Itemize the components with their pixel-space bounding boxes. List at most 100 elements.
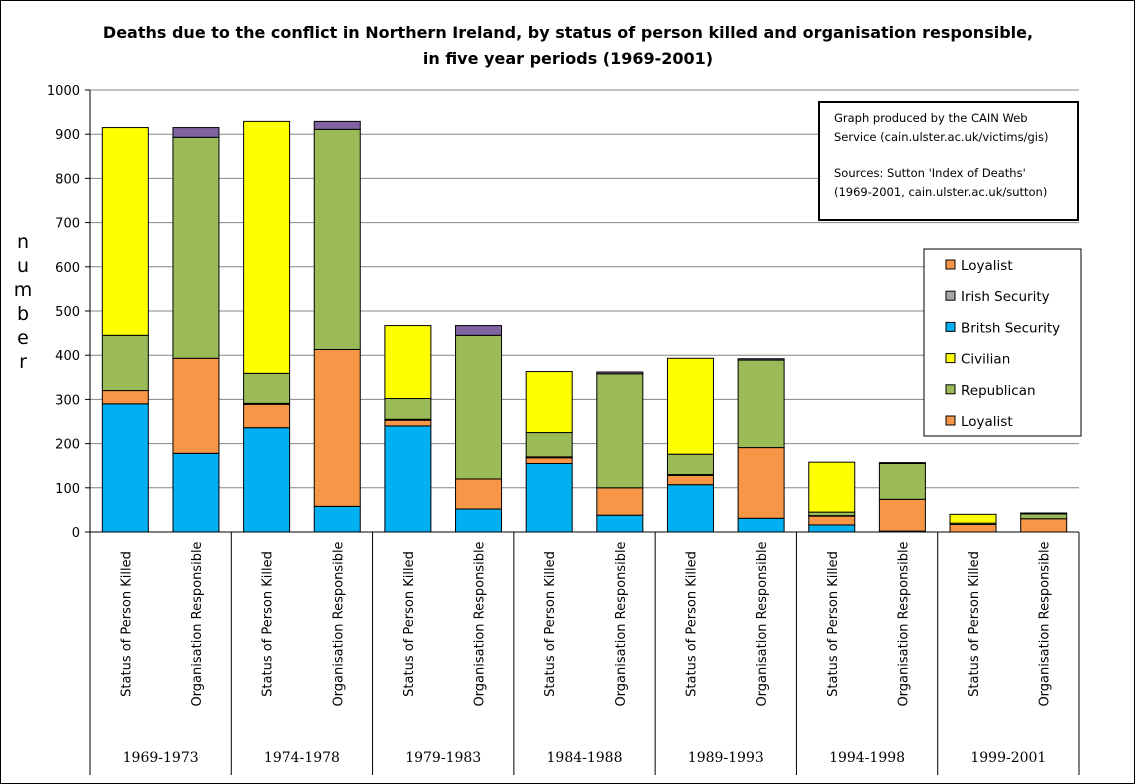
y-label-letter: r (19, 351, 27, 373)
bar-stack (666, 357, 714, 533)
y-label-letter: m (14, 279, 33, 301)
chart-title-line-2: in five year periods (1969-2001) (423, 49, 713, 68)
bar-segment-civilian (666, 357, 714, 455)
bar-segment-british-security (525, 462, 573, 533)
x-category-label: Status of Person Killed (543, 551, 558, 697)
source-annotation: Graph produced by the CAIN Web Service (… (818, 101, 1079, 221)
bar-segment-civilian (243, 120, 291, 374)
bar-stack (1020, 512, 1068, 533)
y-label-letter: n (17, 231, 29, 253)
y-label-letter: e (17, 327, 29, 349)
bar-segment-republican (666, 453, 714, 476)
bar-segment-british-security (172, 452, 220, 533)
bar-segment-other (1020, 512, 1068, 515)
bars (101, 120, 1068, 533)
legend-swatch (945, 353, 956, 364)
bar-segment-republican (384, 398, 432, 420)
bar-segment-british-security (737, 517, 785, 533)
bar-segment-republican (101, 334, 149, 392)
bar-segment-other (737, 358, 785, 361)
bar-segment-republican (455, 334, 503, 480)
y-tick-label: 300 (55, 393, 80, 408)
annotation-line: (1969-2001, cain.ulster.ac.uk/sutton) (834, 185, 1047, 199)
annotation-line: Graph produced by the CAIN Web (834, 111, 1028, 125)
bar-segment-loyalist (455, 478, 503, 510)
bar-segment-british-security (596, 514, 644, 533)
bar-segment-republican (737, 359, 785, 449)
legend-label: Irish Security (961, 289, 1050, 305)
bar-stack (737, 358, 785, 533)
period-label: 1994-1998 (829, 750, 905, 766)
y-label-letter: b (17, 303, 29, 325)
y-tick-label: 0 (72, 526, 80, 541)
y-tick-label: 700 (55, 217, 80, 232)
bar-segment-other (172, 127, 220, 138)
period-label: 1974-1978 (264, 750, 340, 766)
x-axis-labels: 1969-1973 Status of Person Killed Organisa… (119, 541, 1052, 766)
bar-segment-republican (313, 128, 361, 350)
bar-stack (384, 325, 432, 533)
x-category-label: Status of Person Killed (967, 551, 982, 697)
y-label-letter: u (17, 255, 29, 277)
bar-segment-civilian (101, 127, 149, 336)
x-category-label: Status of Person Killed (119, 551, 134, 697)
bar-segment-loyalist (243, 403, 291, 429)
bar-stack (596, 371, 644, 533)
legend-label: Loyalist (961, 414, 1013, 430)
legend-swatch (945, 321, 956, 332)
y-tick-label: 200 (55, 438, 80, 453)
y-tick-label: 1000 (47, 84, 80, 99)
bar-stack (525, 371, 573, 533)
bar-stack (172, 127, 220, 533)
bar-segment-british-security (243, 427, 291, 533)
bar-segment-civilian (525, 371, 573, 434)
bar-segment-republican (172, 136, 220, 359)
bar-segment-british-security (384, 425, 432, 533)
bar-stack (878, 462, 926, 533)
bar-stack (455, 325, 503, 533)
bar-stack (101, 127, 149, 533)
period-label: 1969-1973 (123, 750, 199, 766)
period-label: 1989-1993 (688, 750, 764, 766)
y-tick-label: 600 (55, 261, 80, 276)
bar-segment-british-security (455, 508, 503, 533)
bar-segment-republican (243, 372, 291, 404)
y-tick-label: 100 (55, 482, 80, 497)
x-category-label: Status of Person Killed (402, 551, 417, 697)
period-label: 1999-2001 (970, 750, 1046, 766)
bar-segment-british-security (666, 484, 714, 533)
bar-segment-loyalist (596, 487, 644, 516)
legend: Loyalist Irish Security Britsh Security Civ… (923, 248, 1082, 437)
y-tick-label: 800 (55, 172, 80, 187)
x-category-label: Organisation Responsible (190, 541, 205, 706)
y-tick-label: 400 (55, 349, 80, 364)
bar-stack (949, 513, 997, 533)
bar-segment-loyalist (949, 523, 997, 533)
legend-label: Republican (961, 383, 1036, 399)
bar-segment-republican (596, 373, 644, 489)
legend-swatch (945, 259, 956, 270)
bar-segment-loyalist (172, 357, 220, 454)
bar-segment-loyalist (737, 447, 785, 519)
bar-segment-loyalist (878, 498, 926, 532)
bar-segment-civilian (384, 325, 432, 400)
bar-segment-loyalist (384, 419, 432, 427)
bar-stack (313, 120, 361, 533)
x-category-label: Organisation Responsible (1038, 541, 1053, 706)
bar-segment-other (313, 120, 361, 130)
bar-segment-british-security (313, 505, 361, 533)
annotation-line: Sources: Sutton 'Index of Deaths' (834, 166, 1026, 180)
bar-stack (243, 120, 291, 533)
bar-segment-civilian (808, 461, 856, 513)
x-category-label: Status of Person Killed (261, 551, 276, 697)
bar-segment-other (878, 462, 926, 464)
bar-segment-loyalist (101, 390, 149, 405)
x-category-label: Status of Person Killed (826, 551, 841, 697)
bar-segment-loyalist (525, 457, 573, 464)
legend-swatch (945, 290, 956, 301)
legend-swatch (945, 384, 956, 395)
legend-label: Britsh Security (961, 320, 1060, 336)
